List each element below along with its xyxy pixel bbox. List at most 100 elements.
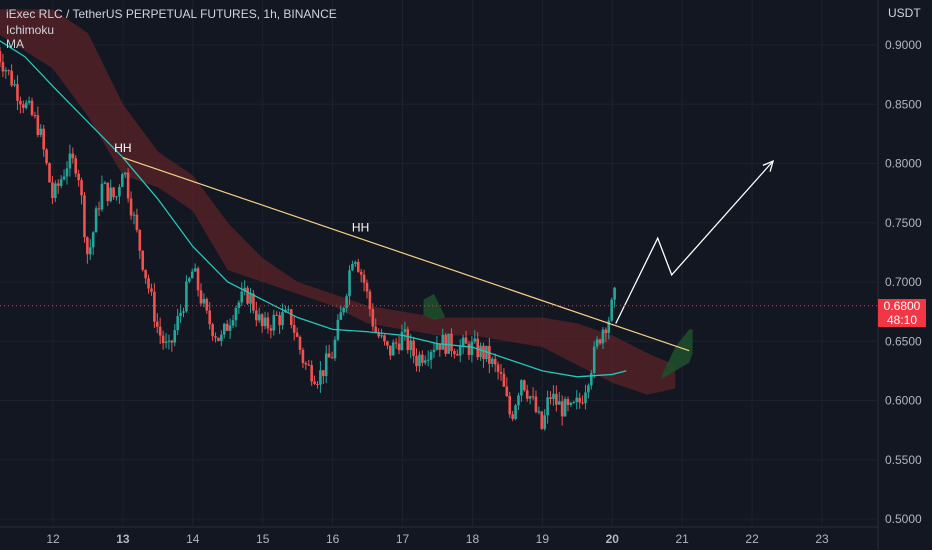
candle-body xyxy=(473,338,477,342)
candle-body xyxy=(179,312,182,317)
candle-body xyxy=(97,208,101,210)
candle-body xyxy=(552,393,555,399)
candle-body xyxy=(243,287,246,292)
price-tick-label: 0.6000 xyxy=(885,394,922,408)
time-tick-label: 16 xyxy=(326,532,340,546)
trendline[interactable] xyxy=(122,157,690,352)
candle-body xyxy=(48,163,51,183)
candle-body xyxy=(39,128,43,135)
candle-body xyxy=(138,229,142,251)
currency-unit-label: USDT xyxy=(888,6,921,20)
candle-body xyxy=(118,187,121,197)
candlestick-series[interactable] xyxy=(0,46,616,431)
candle-body xyxy=(391,342,395,356)
candle-body xyxy=(525,390,529,399)
candle-body xyxy=(450,333,453,352)
candle-body xyxy=(330,357,334,359)
candle-body xyxy=(482,345,485,360)
candle-body xyxy=(275,314,279,316)
candle-body xyxy=(371,309,375,327)
price-axis[interactable]: 0.9000 0.8500 0.8000 0.7500 0.7000 0.6500 0.60… xyxy=(885,38,922,526)
candle-body xyxy=(42,128,45,150)
candle-body xyxy=(505,386,509,397)
candle-body xyxy=(458,345,462,356)
candle-body xyxy=(540,411,544,429)
candle-body xyxy=(365,282,369,292)
candle-body xyxy=(383,335,386,342)
candle-body xyxy=(173,330,177,343)
candle-body xyxy=(80,180,83,196)
candle-body xyxy=(106,182,110,202)
drawings-layer[interactable]: HH HH xyxy=(0,141,878,352)
candle-body xyxy=(511,414,514,419)
chart-title: iExec RLC / TetherUS PERPETUAL FUTURES, … xyxy=(6,7,337,21)
candle-body xyxy=(147,278,150,289)
time-tick-label: 22 xyxy=(745,532,759,546)
candle-body xyxy=(534,396,538,412)
candle-body xyxy=(278,315,281,326)
candle-body xyxy=(327,353,331,358)
candle-body xyxy=(322,370,325,376)
candle-body xyxy=(301,349,305,364)
candle-body xyxy=(508,396,512,415)
candle-body xyxy=(467,343,471,356)
bar-countdown-label: 48:10 xyxy=(878,313,926,327)
candle-body xyxy=(476,338,479,358)
candle-body xyxy=(528,396,532,399)
candle-body xyxy=(51,182,54,198)
candle-body xyxy=(426,359,430,361)
candle-body xyxy=(461,337,465,346)
projection-path[interactable] xyxy=(615,160,774,324)
projection-arrowhead xyxy=(762,160,775,172)
hh-annotation[interactable]: HH xyxy=(114,141,131,155)
candle-body xyxy=(205,298,209,311)
candle-body xyxy=(502,373,506,387)
candle-body xyxy=(185,281,188,312)
ichimoku-cloud-bullish xyxy=(661,329,693,380)
candle-body xyxy=(74,158,78,174)
price-tick-label: 0.7500 xyxy=(885,216,922,230)
hh-annotation[interactable]: HH xyxy=(352,221,369,235)
candle-body xyxy=(453,351,456,355)
candle-body xyxy=(400,331,404,351)
candle-body xyxy=(71,153,75,159)
candle-body xyxy=(447,333,450,354)
candle-body xyxy=(566,399,570,405)
candle-body xyxy=(537,411,541,413)
indicator-ichimoku-label[interactable]: Ichimoku xyxy=(6,23,55,37)
indicator-ma-label[interactable]: MA xyxy=(6,37,24,51)
candle-body xyxy=(129,198,133,216)
candle-body xyxy=(86,237,89,255)
price-tick-label: 0.8000 xyxy=(885,157,922,171)
candle-body xyxy=(1,62,5,72)
candle-body xyxy=(313,381,316,384)
candle-body xyxy=(394,342,398,344)
candle-body xyxy=(0,51,2,63)
time-axis[interactable]: 12 13 14 15 16 17 18 19 20 21 22 23 xyxy=(46,532,829,546)
candle-body xyxy=(10,70,13,86)
candle-body xyxy=(16,84,19,101)
candle-body xyxy=(324,353,328,376)
time-tick-label: 12 xyxy=(46,532,60,546)
candle-body xyxy=(598,339,602,344)
candle-body xyxy=(351,263,354,271)
candle-body xyxy=(266,317,270,329)
candle-body xyxy=(150,288,153,292)
candle-body xyxy=(304,363,308,365)
candle-body xyxy=(164,341,168,344)
candle-body xyxy=(295,332,299,337)
candle-body xyxy=(575,397,579,403)
candle-body xyxy=(260,314,264,327)
candle-body xyxy=(584,392,587,404)
candle-body xyxy=(310,364,313,382)
candle-body xyxy=(30,100,34,116)
candle-body xyxy=(333,339,337,359)
candle-body xyxy=(543,415,546,429)
candle-body xyxy=(281,312,284,326)
candle-body xyxy=(109,187,112,202)
candle-body xyxy=(59,179,63,186)
candle-body xyxy=(496,364,500,372)
candle-body xyxy=(354,261,357,264)
candle-body xyxy=(217,337,220,341)
